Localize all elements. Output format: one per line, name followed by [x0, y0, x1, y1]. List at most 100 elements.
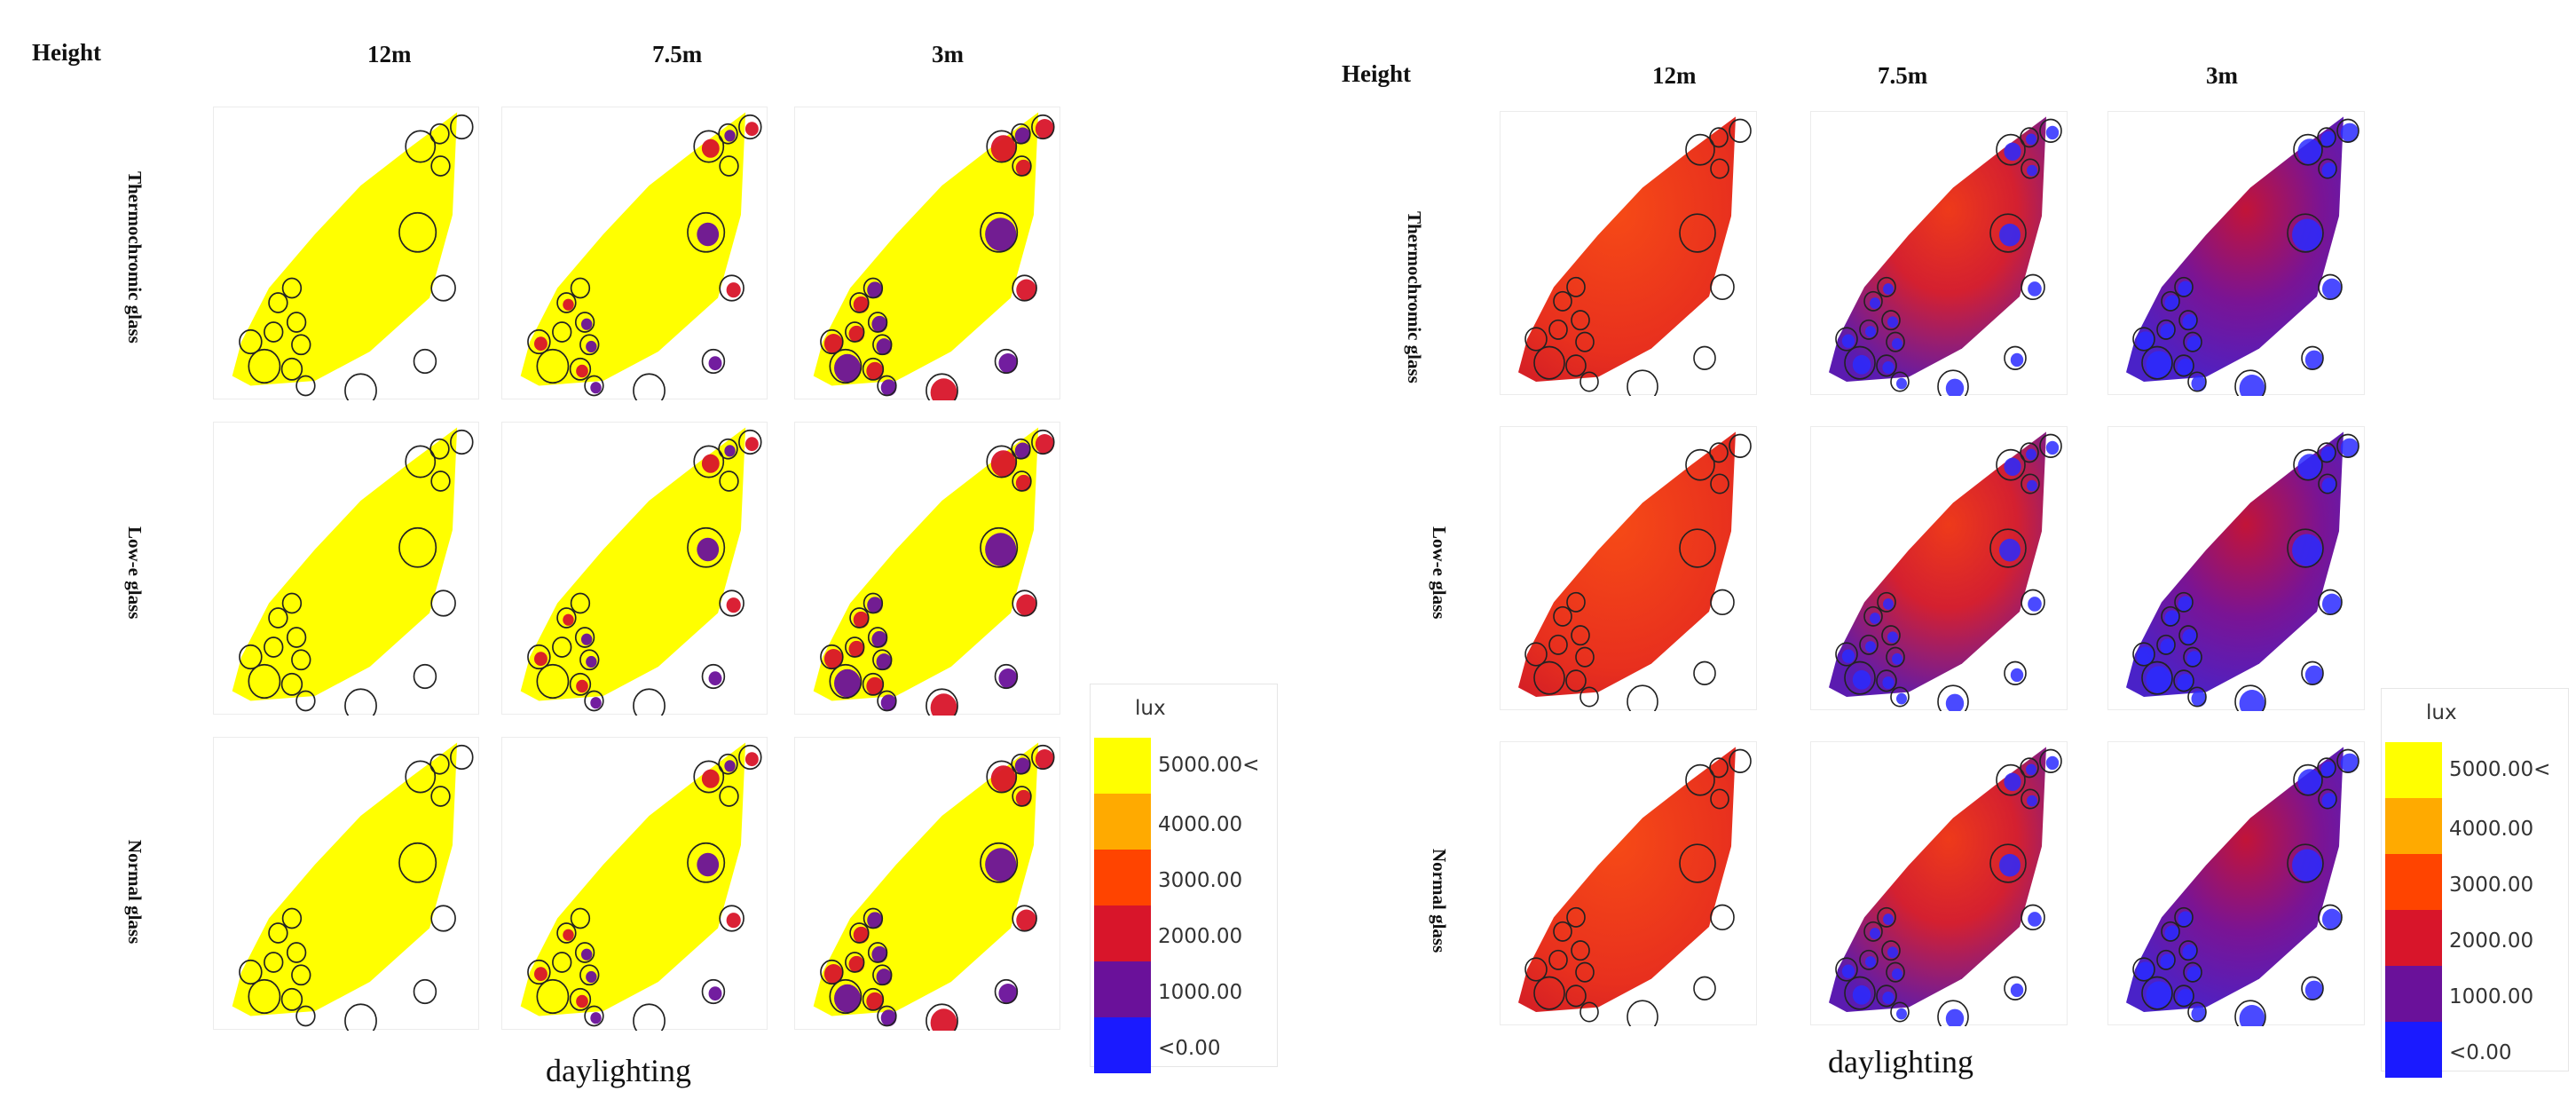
shade-patch [2182, 313, 2198, 330]
tree-outline [430, 786, 451, 807]
tree-outline [248, 348, 281, 384]
shade-patch [2146, 351, 2172, 379]
shade-patch [1870, 297, 1880, 309]
shade-patch [867, 912, 883, 929]
tree-outline [1031, 429, 1055, 455]
tree-outline [701, 348, 726, 375]
tree-outline [574, 312, 595, 333]
tree-outline [1859, 319, 1879, 340]
shade-patch [2160, 638, 2176, 655]
tree-outline [1548, 319, 1568, 340]
shade-patch [2292, 849, 2322, 882]
tree-outline [536, 978, 570, 1015]
shade-patch [823, 963, 843, 985]
shade-patch [708, 671, 722, 686]
daylight-map [501, 737, 768, 1031]
tree-outline [926, 1003, 958, 1031]
tree-outline [1877, 906, 1896, 928]
tree-outline [1890, 371, 1910, 392]
shade-patch [2045, 755, 2060, 771]
tree-outline [2336, 433, 2359, 458]
shade-patch [2182, 629, 2198, 645]
tree-outline [413, 663, 437, 690]
shade-patch [1852, 354, 1871, 375]
tree-outline [872, 334, 893, 356]
tree-outline [2318, 273, 2343, 301]
tree-outline [2132, 957, 2155, 982]
shade-patch [2177, 359, 2194, 376]
tree-outline [552, 637, 572, 658]
shade-patch [876, 653, 893, 670]
tree-outline [2318, 473, 2337, 494]
tree-outline [1863, 921, 1883, 942]
tree-outline [1571, 940, 1590, 961]
shade-patch [1887, 946, 1898, 959]
tree-outline [2173, 985, 2194, 1008]
tree-outline [344, 1003, 377, 1031]
shade-patch [1035, 433, 1054, 455]
tree-outline [2187, 371, 2207, 392]
shade-patch [576, 364, 588, 378]
shade-patch [1892, 337, 1902, 350]
tree-outline [527, 644, 551, 670]
tree-outline [867, 627, 888, 648]
tree-outline [569, 357, 592, 381]
shade-patch [563, 298, 574, 311]
tree-outline [1693, 660, 1716, 685]
tree-outline [986, 445, 1018, 478]
legend-label: 5000.00< [2449, 758, 2551, 781]
tree-outline [1685, 763, 1715, 796]
shade-patch [990, 135, 1016, 162]
shade-patch [1016, 594, 1037, 616]
legend-swatch [1094, 905, 1151, 961]
tree-outline [2039, 118, 2062, 143]
tree-outline [1876, 669, 1897, 692]
tree-outline [820, 644, 844, 670]
shade-patch [2026, 763, 2036, 776]
shade-patch [990, 450, 1016, 478]
tree-outline [556, 607, 577, 629]
tree-outline [239, 644, 263, 670]
shade-patch [744, 437, 759, 452]
shade-patch [2191, 691, 2207, 708]
tree-outline [1685, 133, 1715, 166]
tree-outline [719, 589, 744, 617]
shade-patch [1896, 1008, 1907, 1020]
shade-patch [2028, 912, 2042, 927]
right-col-7-5m: 7.5m [1878, 62, 1928, 89]
shade-patch [534, 336, 547, 352]
shade-patch [697, 222, 720, 247]
shade-patch [2146, 666, 2172, 694]
tree-outline [527, 328, 551, 355]
tree-outline [239, 959, 263, 985]
tree-outline [430, 155, 451, 177]
tree-outline [2287, 213, 2324, 253]
tree-outline [398, 211, 437, 253]
legend-swatch [1094, 1017, 1151, 1073]
tree-outline [1729, 748, 1752, 773]
shade-patch [2304, 350, 2324, 370]
tree-outline [264, 952, 284, 973]
tree-outline [450, 114, 474, 140]
tree-outline [569, 987, 592, 1011]
tree-outline [2004, 345, 2027, 370]
left-col-7-5m: 7.5m [652, 41, 703, 67]
tree-outline [1844, 345, 1876, 380]
tree-outline [1553, 290, 1572, 312]
tree-outline [1859, 949, 1879, 970]
tree-outline [1937, 1000, 1969, 1026]
tree-outline [429, 753, 450, 775]
shade-patch [998, 352, 1018, 374]
tree-outline [2293, 448, 2323, 481]
shade-patch [1035, 118, 1054, 139]
shade-patch [866, 676, 884, 696]
shade-patch [2239, 690, 2265, 711]
tree-outline [264, 637, 284, 658]
shade-patch [726, 913, 741, 929]
tree-outline [829, 978, 863, 1015]
tree-outline [2301, 976, 2324, 1000]
shade-patch [880, 1009, 897, 1027]
shade-patch [724, 445, 736, 457]
tree-outline [430, 274, 456, 302]
shade-patch [2178, 596, 2194, 613]
